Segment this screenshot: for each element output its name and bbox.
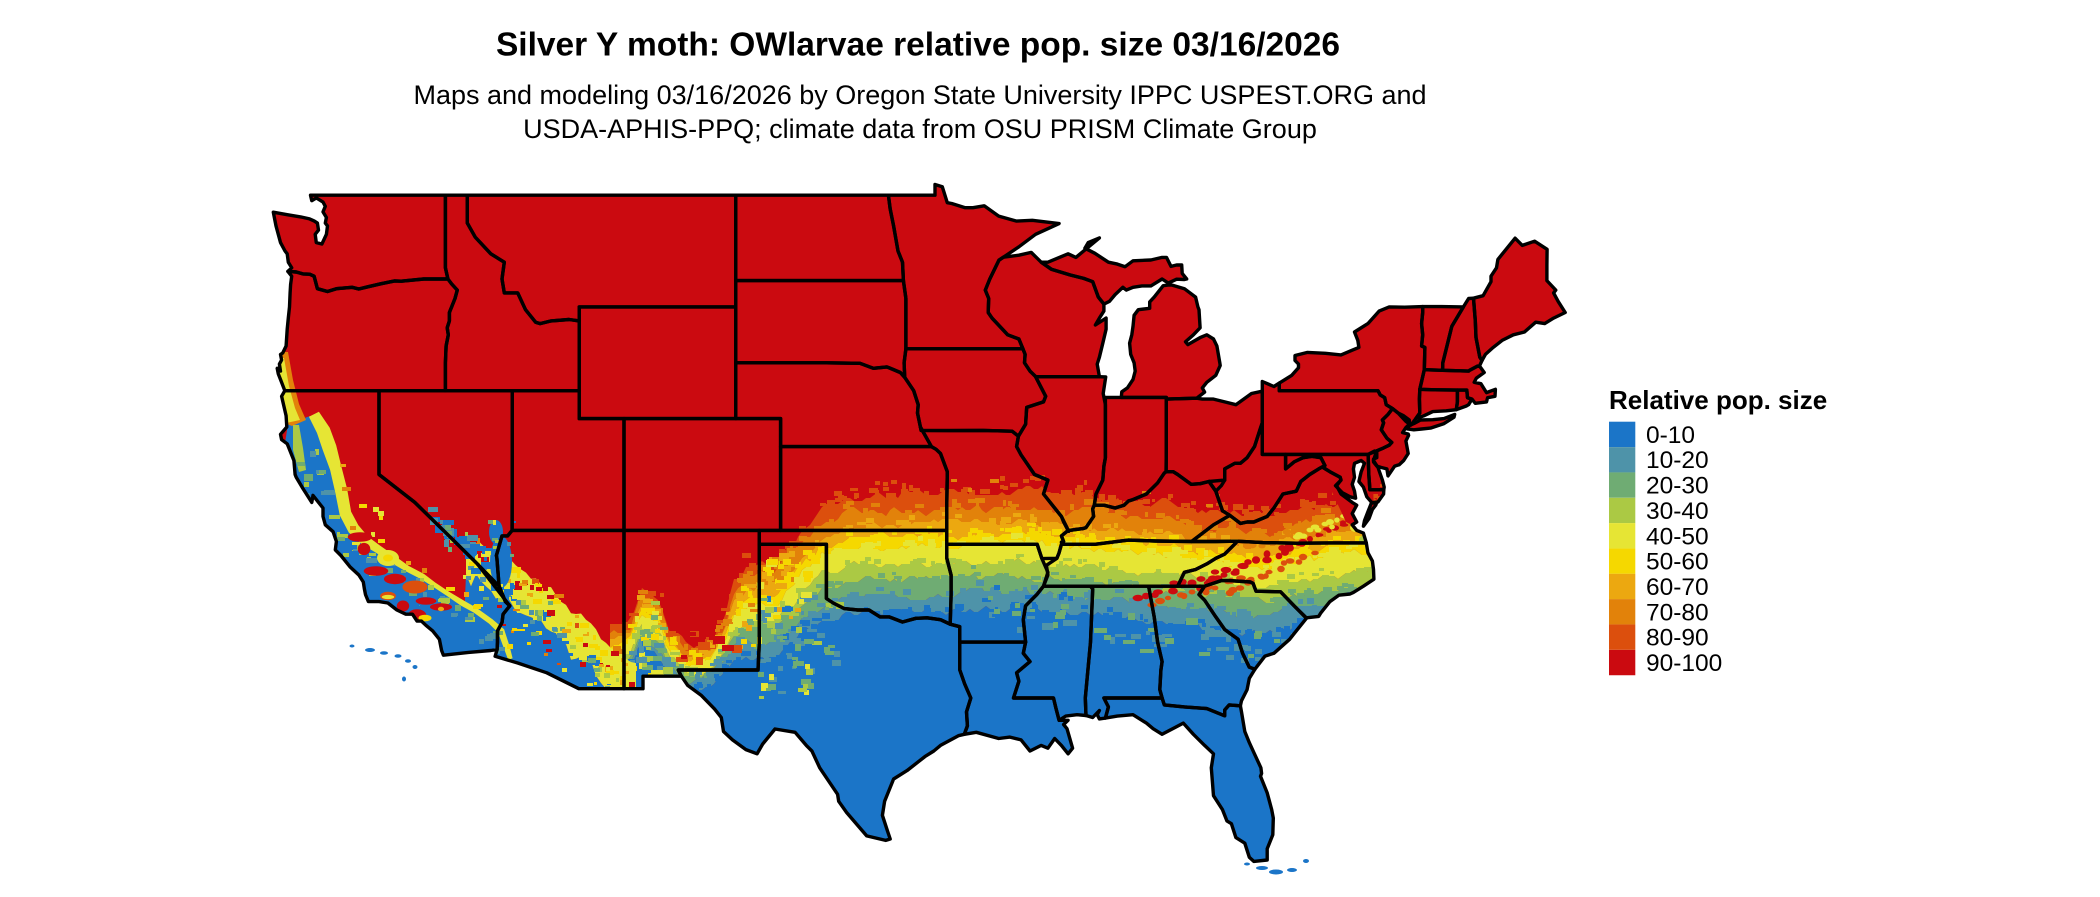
svg-text:70-80: 70-80	[1646, 599, 1709, 626]
svg-text:0-10: 0-10	[1646, 422, 1695, 449]
svg-text:Relative pop. size: Relative pop. size	[1609, 385, 1827, 415]
svg-text:80-90: 80-90	[1646, 625, 1709, 652]
svg-text:USDA-APHIS-PPQ; climate data f: USDA-APHIS-PPQ; climate data from OSU PR…	[523, 114, 1317, 144]
svg-text:10-20: 10-20	[1646, 447, 1709, 474]
svg-text:60-70: 60-70	[1646, 574, 1709, 601]
svg-text:Maps and modeling 03/16/2026 b: Maps and modeling 03/16/2026 by Oregon S…	[413, 80, 1426, 110]
svg-text:20-30: 20-30	[1646, 473, 1709, 500]
svg-text:30-40: 30-40	[1646, 498, 1709, 525]
svg-text:50-60: 50-60	[1646, 549, 1709, 576]
svg-text:90-100: 90-100	[1646, 650, 1722, 677]
svg-text:Silver Y moth: OWlarvae relati: Silver Y moth: OWlarvae relative pop. si…	[496, 27, 1340, 64]
svg-text:40-50: 40-50	[1646, 523, 1709, 550]
